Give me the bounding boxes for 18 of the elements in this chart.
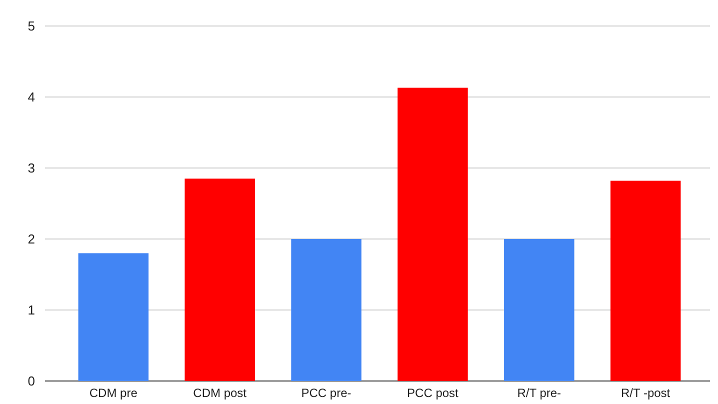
y-tick-label: 1	[28, 302, 35, 318]
x-tick-label: R/T pre-	[517, 386, 562, 400]
x-tick-label: CDM pre	[89, 386, 138, 400]
x-tick-label: PCC pre-	[301, 386, 352, 400]
y-tick-label: 3	[28, 160, 35, 176]
y-tick-label: 0	[28, 374, 35, 389]
bar	[78, 253, 149, 381]
x-tick-label: PCC post	[407, 386, 460, 400]
y-tick-label: 4	[28, 90, 35, 105]
bar	[504, 239, 574, 381]
bar	[291, 239, 362, 381]
bar	[184, 178, 255, 381]
x-tick-label: CDM post	[193, 386, 248, 400]
bar	[610, 180, 681, 381]
y-tick-label: 5	[28, 18, 35, 34]
bar	[398, 88, 468, 381]
x-tick-label: R/T -post	[621, 386, 671, 400]
y-tick-label: 2	[28, 232, 35, 247]
